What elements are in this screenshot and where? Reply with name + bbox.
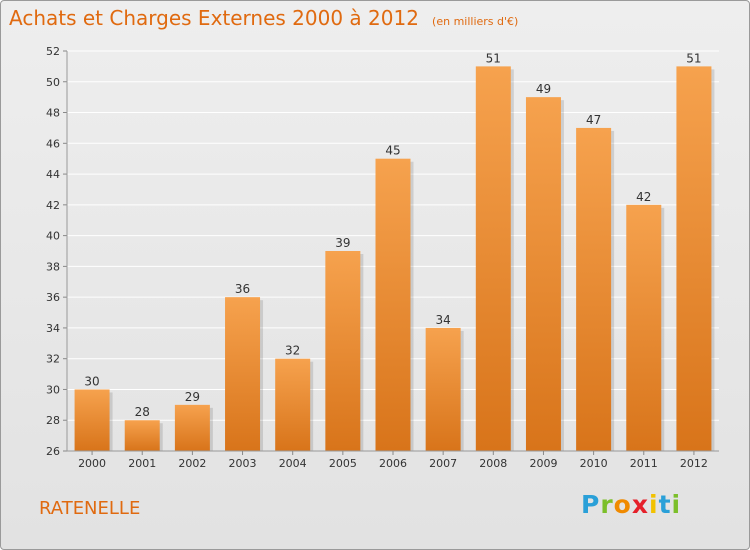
x-tick-label: 2006 bbox=[379, 457, 407, 470]
bar-2011 bbox=[626, 204, 662, 451]
chart-title: Achats et Charges Externes 2000 à 2012 bbox=[9, 6, 419, 30]
y-tick-label: 28 bbox=[46, 414, 60, 427]
bar-2008 bbox=[475, 66, 511, 451]
bar-2009 bbox=[525, 97, 561, 452]
title-area: Achats et Charges Externes 2000 à 2012 (… bbox=[9, 6, 518, 30]
chart-subtitle: (en milliers d'€) bbox=[432, 15, 519, 28]
x-tick-label: 2002 bbox=[178, 457, 206, 470]
bar-value-label: 29 bbox=[185, 390, 200, 404]
bar-2005 bbox=[325, 251, 361, 451]
bar-value-label: 45 bbox=[385, 144, 400, 158]
y-tick-label: 42 bbox=[46, 199, 60, 212]
y-tick-label: 38 bbox=[46, 260, 60, 273]
bar-2000 bbox=[74, 389, 110, 451]
x-tick-label: 2007 bbox=[429, 457, 457, 470]
y-tick-label: 48 bbox=[46, 107, 60, 120]
x-tick-label: 2009 bbox=[529, 457, 557, 470]
bar-2004 bbox=[275, 358, 311, 451]
bar-value-label: 42 bbox=[636, 190, 651, 204]
y-tick-label: 26 bbox=[46, 445, 60, 458]
y-tick-label: 50 bbox=[46, 76, 60, 89]
x-tick-label: 2005 bbox=[329, 457, 357, 470]
x-tick-label: 2011 bbox=[630, 457, 658, 470]
x-tick-label: 2010 bbox=[580, 457, 608, 470]
y-tick-label: 40 bbox=[46, 230, 60, 243]
x-tick-label: 2003 bbox=[229, 457, 257, 470]
bar-value-label: 36 bbox=[235, 282, 250, 296]
x-tick-label: 2012 bbox=[680, 457, 708, 470]
y-tick-label: 44 bbox=[46, 168, 60, 181]
bar-value-label: 28 bbox=[135, 405, 150, 419]
y-tick-label: 52 bbox=[46, 45, 60, 58]
y-tick-label: 34 bbox=[46, 322, 60, 335]
y-tick-label: 46 bbox=[46, 137, 60, 150]
bar-2001 bbox=[124, 420, 160, 451]
bar-value-label: 30 bbox=[84, 374, 99, 388]
bar-2006 bbox=[375, 158, 411, 451]
bar-value-label: 51 bbox=[686, 51, 701, 65]
commune-name: RATENELLE bbox=[39, 498, 141, 519]
bar-value-label: 49 bbox=[536, 82, 551, 96]
bar-2010 bbox=[576, 127, 612, 451]
proxiti-logo: Proxiti bbox=[581, 490, 682, 519]
bar-value-label: 51 bbox=[486, 51, 501, 65]
bar-value-label: 39 bbox=[335, 236, 350, 250]
y-tick-label: 36 bbox=[46, 291, 60, 304]
x-tick-label: 2004 bbox=[279, 457, 307, 470]
x-tick-label: 2008 bbox=[479, 457, 507, 470]
bar-value-label: 34 bbox=[436, 313, 451, 327]
x-tick-label: 2001 bbox=[128, 457, 156, 470]
bar-2003 bbox=[225, 297, 261, 451]
bar-2002 bbox=[174, 404, 210, 451]
bar-2012 bbox=[676, 66, 712, 451]
y-tick-label: 32 bbox=[46, 353, 60, 366]
y-tick-label: 30 bbox=[46, 383, 60, 396]
bar-2007 bbox=[425, 327, 461, 451]
x-tick-label: 2000 bbox=[78, 457, 106, 470]
bar-value-label: 32 bbox=[285, 344, 300, 358]
bar-value-label: 47 bbox=[586, 113, 601, 127]
